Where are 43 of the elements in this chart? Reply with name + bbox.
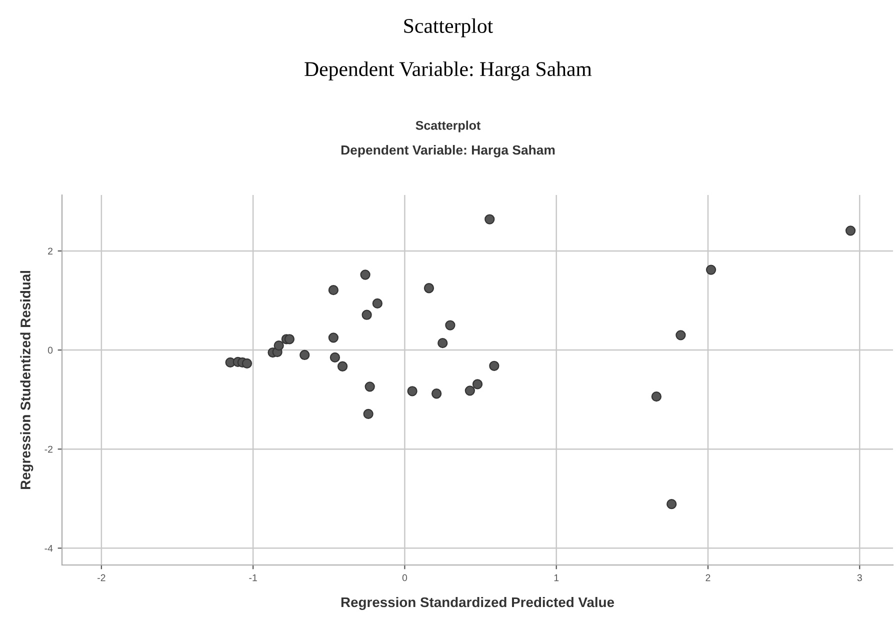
x-axis-title: Regression Standardized Predicted Value bbox=[341, 596, 614, 610]
point bbox=[284, 334, 295, 344]
text: Dependent Variable: Harga Saham bbox=[304, 61, 592, 80]
x-tick-label: -1 bbox=[249, 574, 257, 582]
y-tick-label: -4 bbox=[44, 544, 53, 552]
x-tick-label: 3 bbox=[857, 574, 862, 582]
y-tick-label: -2 bbox=[44, 446, 52, 453]
point bbox=[489, 360, 500, 371]
y-axis-title: Regression Studentized Residual bbox=[20, 271, 34, 490]
point bbox=[242, 358, 252, 368]
x-tick-label: 0 bbox=[402, 574, 408, 582]
y-tick-label: 2 bbox=[48, 248, 52, 254]
point bbox=[706, 264, 716, 275]
point bbox=[364, 382, 375, 392]
point bbox=[407, 386, 418, 396]
point bbox=[464, 386, 475, 396]
point bbox=[337, 361, 348, 372]
text: Scatterplot bbox=[404, 18, 494, 38]
point bbox=[845, 226, 856, 236]
point bbox=[424, 283, 434, 294]
point bbox=[472, 379, 483, 390]
point bbox=[274, 340, 284, 351]
point bbox=[676, 330, 686, 340]
point bbox=[651, 392, 662, 402]
chart-subtitle: Dependent Variable: Harga Saham bbox=[341, 144, 555, 158]
point bbox=[328, 285, 339, 296]
point bbox=[445, 320, 456, 330]
point bbox=[666, 499, 677, 510]
point bbox=[328, 332, 339, 343]
point bbox=[362, 310, 372, 320]
point bbox=[372, 298, 382, 309]
y-tick-label: 0 bbox=[48, 346, 53, 354]
x-tick-label: 1 bbox=[554, 574, 559, 582]
x-tick-label: 2 bbox=[706, 574, 710, 582]
point bbox=[330, 352, 340, 363]
point bbox=[363, 408, 374, 419]
point bbox=[438, 338, 448, 348]
x-tick-label: -2 bbox=[98, 574, 106, 582]
point bbox=[300, 350, 310, 360]
point bbox=[431, 388, 442, 399]
chart-title: Scatterplot bbox=[416, 120, 480, 132]
point bbox=[360, 270, 370, 280]
point bbox=[484, 214, 495, 224]
